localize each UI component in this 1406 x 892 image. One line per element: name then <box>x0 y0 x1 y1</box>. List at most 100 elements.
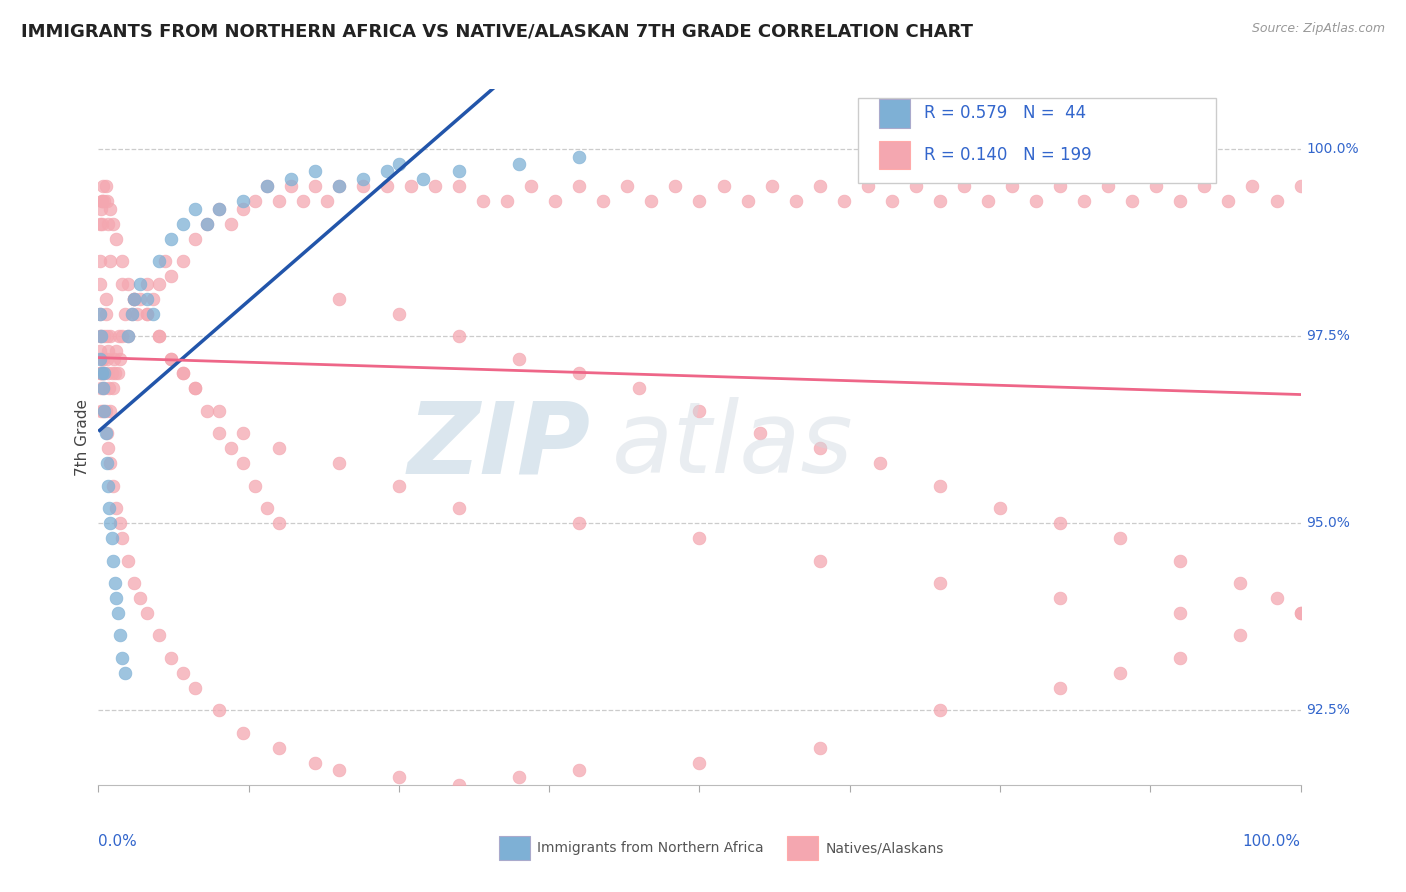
Point <box>159 351 181 366</box>
Point <box>352 172 374 186</box>
Point <box>124 292 146 306</box>
Point <box>328 179 350 194</box>
Text: IMMIGRANTS FROM NORTHERN AFRICA VS NATIVE/ALASKAN 7TH GRADE CORRELATION CHART: IMMIGRANTS FROM NORTHERN AFRICA VS NATIV… <box>21 22 973 40</box>
Point <box>785 194 807 209</box>
Point <box>97 217 120 231</box>
Point <box>375 164 398 178</box>
Point <box>93 404 115 418</box>
Point <box>183 681 205 695</box>
Point <box>89 254 111 268</box>
Point <box>105 232 128 246</box>
Point <box>148 329 170 343</box>
Text: Source: ZipAtlas.com: Source: ZipAtlas.com <box>1251 22 1385 36</box>
Point <box>508 157 530 171</box>
Point <box>928 703 950 717</box>
Point <box>108 516 131 530</box>
Point <box>315 194 337 209</box>
Point <box>94 404 117 418</box>
Point <box>121 307 143 321</box>
Point <box>256 501 278 516</box>
Point <box>447 164 470 178</box>
Point <box>89 307 111 321</box>
Point <box>628 381 651 395</box>
Point <box>447 778 470 792</box>
Point <box>93 367 115 381</box>
Point <box>90 367 112 381</box>
Point <box>232 725 254 739</box>
Point <box>93 329 115 343</box>
Point <box>352 179 374 194</box>
Point <box>148 329 170 343</box>
Point <box>328 456 350 470</box>
Point <box>172 665 194 680</box>
Point <box>1109 665 1132 680</box>
Point <box>423 179 446 194</box>
Point <box>1170 650 1192 665</box>
Point <box>208 202 231 216</box>
Point <box>208 703 231 717</box>
Point <box>904 179 927 194</box>
Point <box>375 179 398 194</box>
Point <box>107 606 129 620</box>
Point <box>1049 179 1071 194</box>
Point <box>97 344 120 359</box>
Point <box>108 628 131 642</box>
Point <box>100 531 122 545</box>
Point <box>98 381 121 395</box>
Point <box>101 217 124 231</box>
Point <box>496 194 519 209</box>
Point <box>93 194 115 209</box>
Text: 100.0%: 100.0% <box>1243 834 1301 848</box>
Point <box>91 217 114 231</box>
Point <box>94 292 117 306</box>
Point <box>688 531 710 545</box>
Point <box>97 367 120 381</box>
Point <box>256 179 278 194</box>
Point <box>101 381 124 395</box>
Point <box>96 351 118 366</box>
Point <box>108 351 131 366</box>
Point <box>291 194 314 209</box>
Point <box>100 456 122 470</box>
Point <box>243 194 266 209</box>
Point <box>100 254 122 268</box>
Point <box>135 277 157 291</box>
Text: 97.5%: 97.5% <box>1306 329 1350 343</box>
Point <box>141 307 163 321</box>
Point <box>129 591 152 605</box>
Text: 95.0%: 95.0% <box>1306 516 1350 530</box>
Point <box>98 501 121 516</box>
Point <box>761 179 783 194</box>
Point <box>832 194 855 209</box>
Point <box>91 367 114 381</box>
Point <box>1025 194 1047 209</box>
Point <box>135 606 157 620</box>
Point <box>232 202 254 216</box>
Point <box>135 307 157 321</box>
Point <box>90 381 112 395</box>
Point <box>183 381 205 395</box>
Point <box>103 351 125 366</box>
Point <box>520 179 543 194</box>
Text: R = 0.579   N =  44: R = 0.579 N = 44 <box>924 104 1085 122</box>
Point <box>91 404 114 418</box>
Point <box>1229 576 1251 591</box>
Point <box>1049 591 1071 605</box>
Point <box>90 367 112 381</box>
Point <box>159 351 181 366</box>
Point <box>111 277 134 291</box>
Point <box>1265 591 1288 605</box>
Point <box>232 426 254 441</box>
Point <box>172 367 194 381</box>
Point <box>129 292 152 306</box>
Point <box>256 179 278 194</box>
Point <box>1289 606 1312 620</box>
Point <box>713 179 735 194</box>
Point <box>101 553 124 567</box>
Point <box>108 329 131 343</box>
Point <box>388 307 411 321</box>
Point <box>105 344 128 359</box>
Point <box>568 516 591 530</box>
Text: 100.0%: 100.0% <box>1306 142 1360 156</box>
Point <box>856 179 879 194</box>
